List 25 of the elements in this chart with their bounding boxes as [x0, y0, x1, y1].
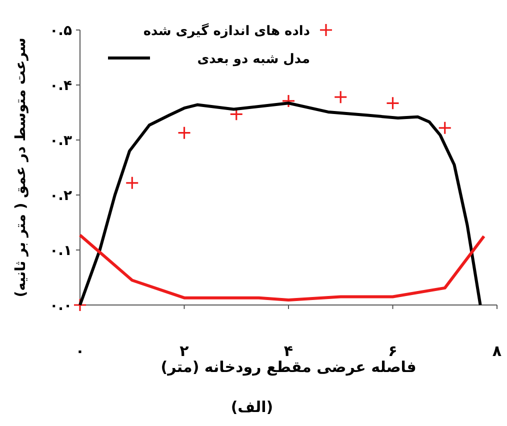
- x-axis-title: فاصله عرضی مقطع رودخانه (متر): [160, 358, 416, 376]
- text: (الف): [230, 398, 274, 416]
- point: [73, 298, 87, 312]
- point: [386, 96, 400, 110]
- y-tick-label: ۰.۰: [50, 298, 72, 314]
- y-tick-label: ۰.۴: [50, 78, 72, 94]
- x-tick-label: ۸: [492, 342, 502, 360]
- x-tick-label: ۴: [284, 342, 294, 360]
- x-tick-label: ۲: [180, 342, 189, 360]
- y-axis-title: سرعت متوسط در عمق ( متر بر ثانیه): [13, 38, 29, 298]
- point: [282, 94, 296, 108]
- y-tick-label: ۰.۲: [50, 188, 72, 204]
- line-series: [78, 102, 482, 306]
- x-tick-label: ۰: [75, 342, 85, 360]
- y-tick-label: ۰.۱: [50, 243, 72, 259]
- legend-label: داده های اندازه گیری شده: [143, 23, 310, 39]
- y-tick-label: ۰.۳: [50, 133, 72, 149]
- y-tick-label: ۰.۵: [50, 23, 72, 39]
- x-tick-label: ۶: [388, 342, 398, 360]
- legend: داده های اندازه گیری شده مدل شبه دو بعدی: [108, 23, 333, 67]
- point: [334, 90, 348, 104]
- point: [438, 121, 452, 135]
- line-series: [78, 234, 486, 302]
- point: [177, 126, 192, 140]
- point: [125, 176, 139, 190]
